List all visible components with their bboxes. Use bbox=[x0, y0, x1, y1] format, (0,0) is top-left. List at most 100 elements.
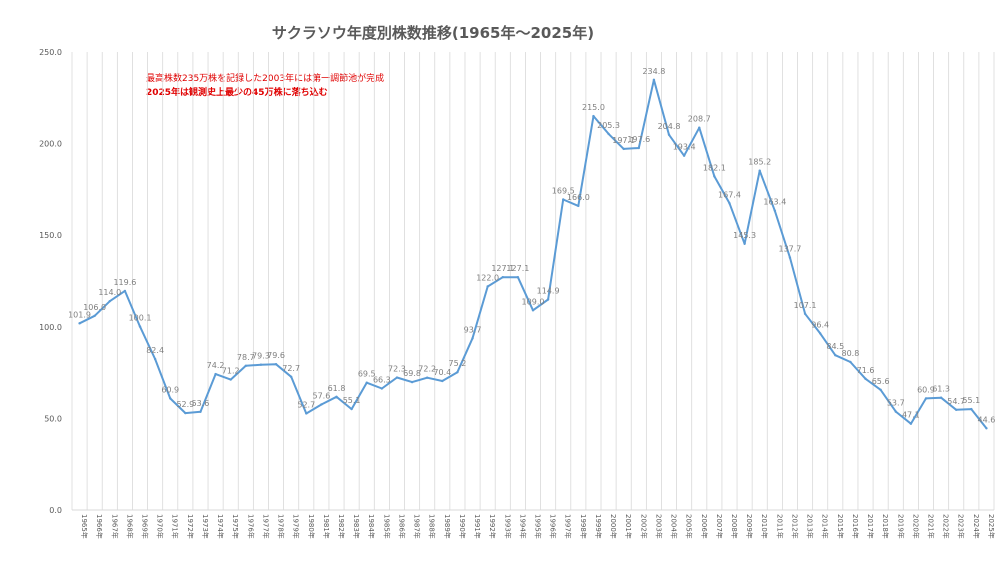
data-label: 193.4 bbox=[673, 143, 696, 152]
x-tick-label: 2014年 bbox=[821, 514, 830, 539]
y-tick-label: 200.0 bbox=[39, 140, 62, 149]
x-tick-label: 1992年 bbox=[488, 514, 497, 539]
data-point bbox=[698, 126, 701, 129]
data-label: 114.0 bbox=[98, 288, 121, 297]
data-label: 101.9 bbox=[68, 310, 91, 319]
data-point bbox=[365, 381, 368, 384]
x-tick-label: 1967年 bbox=[110, 514, 119, 539]
data-label: 163.4 bbox=[763, 198, 786, 207]
data-point bbox=[350, 407, 353, 411]
data-point bbox=[244, 364, 248, 368]
data-point bbox=[199, 410, 202, 414]
x-tick-label: 1975年 bbox=[231, 514, 240, 539]
x-tick-label: 2009年 bbox=[745, 514, 754, 539]
x-tick-label: 2018年 bbox=[881, 514, 890, 539]
data-point bbox=[289, 375, 293, 379]
data-point bbox=[924, 397, 928, 400]
data-point bbox=[864, 377, 867, 381]
data-label: 204.8 bbox=[658, 122, 681, 131]
data-label: 185.2 bbox=[748, 158, 771, 167]
data-point bbox=[849, 360, 852, 364]
axes: 0.0 50.0 100.0 150.0 200.0 250.0 1965年 1966年 196… bbox=[39, 48, 996, 539]
x-tick-label: 1993年 bbox=[503, 514, 512, 539]
data-point bbox=[985, 427, 988, 430]
data-point bbox=[970, 407, 973, 411]
chart-title: サクラソウ年度別株数推移(1965年～2025年) bbox=[272, 24, 594, 42]
x-tick-label: 1971年 bbox=[171, 514, 180, 539]
x-tick-label: 1999年 bbox=[594, 514, 603, 539]
x-tick-label: 2023年 bbox=[957, 514, 966, 539]
x-tick-label: 2004年 bbox=[670, 514, 679, 539]
data-point bbox=[758, 169, 761, 172]
data-label: 119.6 bbox=[113, 278, 136, 287]
data-point bbox=[879, 388, 882, 392]
x-tick-label: 1988年 bbox=[428, 514, 437, 539]
data-point bbox=[894, 410, 897, 413]
x-tick-label: 1990年 bbox=[458, 514, 467, 539]
x-tick-label: 1977年 bbox=[261, 514, 270, 539]
y-tick-label: 150.0 bbox=[39, 231, 62, 240]
data-point bbox=[562, 198, 565, 201]
data-point bbox=[577, 204, 580, 208]
x-tick-label: 1995年 bbox=[534, 514, 543, 539]
data-label: 78.7 bbox=[237, 353, 255, 362]
data-label: 74.2 bbox=[207, 361, 225, 370]
data-label: 182.1 bbox=[703, 163, 726, 172]
x-tick-label: 2012年 bbox=[790, 514, 799, 539]
data-point bbox=[592, 114, 595, 118]
data-point bbox=[652, 78, 656, 82]
data-label: 65.6 bbox=[872, 377, 890, 386]
gridlines bbox=[71, 52, 995, 510]
x-tick-label: 2000年 bbox=[609, 514, 618, 539]
data-point bbox=[305, 412, 308, 415]
data-label: 215.0 bbox=[582, 103, 605, 112]
data-point bbox=[441, 379, 444, 383]
x-tick-label: 1983年 bbox=[352, 514, 361, 539]
data-point bbox=[335, 395, 338, 398]
data-point bbox=[531, 309, 535, 312]
data-label: 166.0 bbox=[567, 193, 590, 202]
x-tick-label: 1966年 bbox=[95, 514, 104, 539]
annotation-record-high: 最高株数235万株を記録した2003年には第一調節池が完成 bbox=[146, 72, 384, 84]
data-label: 84.5 bbox=[826, 342, 844, 351]
data-label: 234.8 bbox=[642, 67, 665, 76]
data-point bbox=[713, 175, 716, 178]
data-point bbox=[955, 408, 958, 411]
x-tick-label: 1984年 bbox=[367, 514, 376, 539]
data-point bbox=[818, 332, 822, 335]
y-tick-label: 50.0 bbox=[44, 414, 62, 423]
x-tick-label: 2001年 bbox=[624, 514, 633, 539]
data-label: 71.2 bbox=[222, 367, 240, 376]
x-tick-label: 2005年 bbox=[685, 514, 694, 539]
data-label: 52.7 bbox=[297, 400, 315, 409]
data-point bbox=[682, 154, 686, 157]
data-label: 145.3 bbox=[733, 231, 756, 240]
data-label: 82.4 bbox=[146, 346, 164, 355]
data-point bbox=[410, 380, 414, 384]
data-point bbox=[229, 378, 232, 381]
data-point bbox=[834, 353, 837, 357]
data-label: 122.0 bbox=[476, 273, 499, 282]
x-tick-label: 1991年 bbox=[473, 514, 482, 539]
data-labels: 101.9106.0114.0119.6100.182.460.952.953.… bbox=[68, 67, 995, 424]
data-label: 96.4 bbox=[811, 320, 829, 329]
data-label: 55.1 bbox=[343, 396, 361, 405]
x-tick-label: 2011年 bbox=[775, 514, 784, 539]
data-label: 44.6 bbox=[978, 415, 996, 424]
data-label: 69.8 bbox=[403, 369, 421, 378]
y-tick-label: 250.0 bbox=[39, 48, 62, 57]
data-label: 127.1 bbox=[491, 264, 514, 273]
x-tick-label: 2008年 bbox=[730, 514, 739, 539]
x-tick-label: 1970年 bbox=[156, 514, 165, 539]
x-tick-label: 1974年 bbox=[216, 514, 225, 539]
x-tick-label: 2016年 bbox=[851, 514, 860, 539]
data-point bbox=[773, 209, 777, 212]
data-label: 107.1 bbox=[794, 301, 817, 310]
data-label: 106.0 bbox=[83, 303, 106, 312]
data-point bbox=[153, 357, 157, 361]
x-tick-label: 1980年 bbox=[307, 514, 316, 539]
x-tick-label: 2022年 bbox=[942, 514, 951, 539]
data-label: 61.8 bbox=[328, 384, 346, 393]
data-label: 72.3 bbox=[388, 365, 406, 374]
data-label: 72.7 bbox=[282, 364, 300, 373]
